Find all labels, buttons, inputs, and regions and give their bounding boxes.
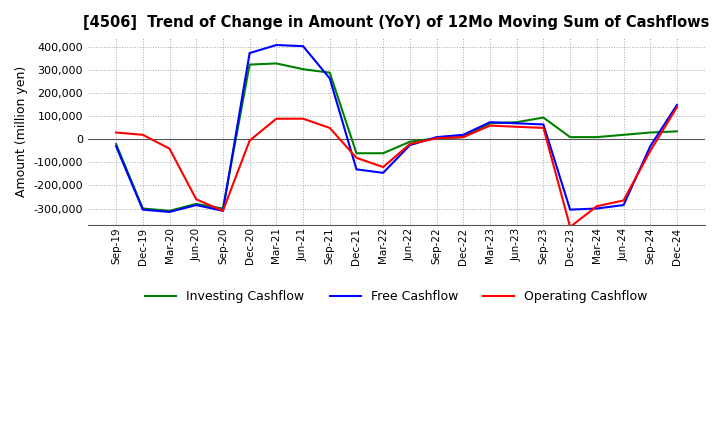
Line: Free Cashflow: Free Cashflow [116,45,677,212]
Investing Cashflow [246,62,254,67]
Investing Cashflow [405,139,414,144]
Investing Cashflow [566,135,575,140]
Free Cashflow [513,121,521,126]
Free Cashflow [619,202,628,208]
Operating Cashflow [138,132,147,137]
Investing Cashflow [165,208,174,213]
Free Cashflow [672,102,681,107]
Title: [4506]  Trend of Change in Amount (YoY) of 12Mo Moving Sum of Cashflows: [4506] Trend of Change in Amount (YoY) o… [84,15,710,30]
Free Cashflow [379,170,387,176]
Operating Cashflow [513,124,521,129]
Line: Investing Cashflow: Investing Cashflow [116,63,677,211]
Operating Cashflow [379,165,387,170]
Operating Cashflow [566,224,575,230]
Investing Cashflow [513,120,521,125]
Operating Cashflow [539,125,548,131]
Operating Cashflow [165,146,174,151]
Investing Cashflow [459,135,467,140]
Operating Cashflow [246,138,254,143]
Free Cashflow [646,144,654,149]
Investing Cashflow [138,206,147,211]
Investing Cashflow [352,150,361,156]
Free Cashflow [566,207,575,212]
Free Cashflow [459,132,467,137]
Operating Cashflow [459,135,467,140]
Investing Cashflow [432,136,441,141]
Free Cashflow [138,207,147,212]
Investing Cashflow [646,130,654,135]
Investing Cashflow [672,129,681,134]
Operating Cashflow [192,197,201,202]
Operating Cashflow [593,204,601,209]
Investing Cashflow [219,206,228,211]
Operating Cashflow [405,141,414,147]
Free Cashflow [246,51,254,56]
Investing Cashflow [593,135,601,140]
Free Cashflow [112,144,120,149]
Investing Cashflow [486,121,495,126]
Free Cashflow [486,120,495,125]
Free Cashflow [325,76,334,81]
Operating Cashflow [112,130,120,135]
Operating Cashflow [672,105,681,110]
Free Cashflow [432,135,441,140]
Operating Cashflow [219,208,228,213]
Free Cashflow [219,208,228,213]
Free Cashflow [352,167,361,172]
Operating Cashflow [299,116,307,121]
Operating Cashflow [432,136,441,141]
Operating Cashflow [486,123,495,128]
Line: Operating Cashflow: Operating Cashflow [116,107,677,227]
Investing Cashflow [539,115,548,120]
Free Cashflow [299,44,307,49]
Y-axis label: Amount (million yen): Amount (million yen) [15,66,28,197]
Investing Cashflow [325,70,334,75]
Investing Cashflow [112,141,120,147]
Free Cashflow [165,209,174,215]
Operating Cashflow [352,155,361,161]
Free Cashflow [405,143,414,148]
Free Cashflow [539,122,548,127]
Free Cashflow [272,42,281,48]
Investing Cashflow [272,61,281,66]
Legend: Investing Cashflow, Free Cashflow, Operating Cashflow: Investing Cashflow, Free Cashflow, Opera… [140,285,653,308]
Investing Cashflow [299,66,307,72]
Investing Cashflow [379,150,387,156]
Operating Cashflow [646,148,654,154]
Operating Cashflow [619,198,628,203]
Investing Cashflow [192,201,201,206]
Operating Cashflow [325,125,334,131]
Investing Cashflow [619,132,628,137]
Free Cashflow [593,206,601,211]
Operating Cashflow [272,116,281,121]
Free Cashflow [192,202,201,208]
